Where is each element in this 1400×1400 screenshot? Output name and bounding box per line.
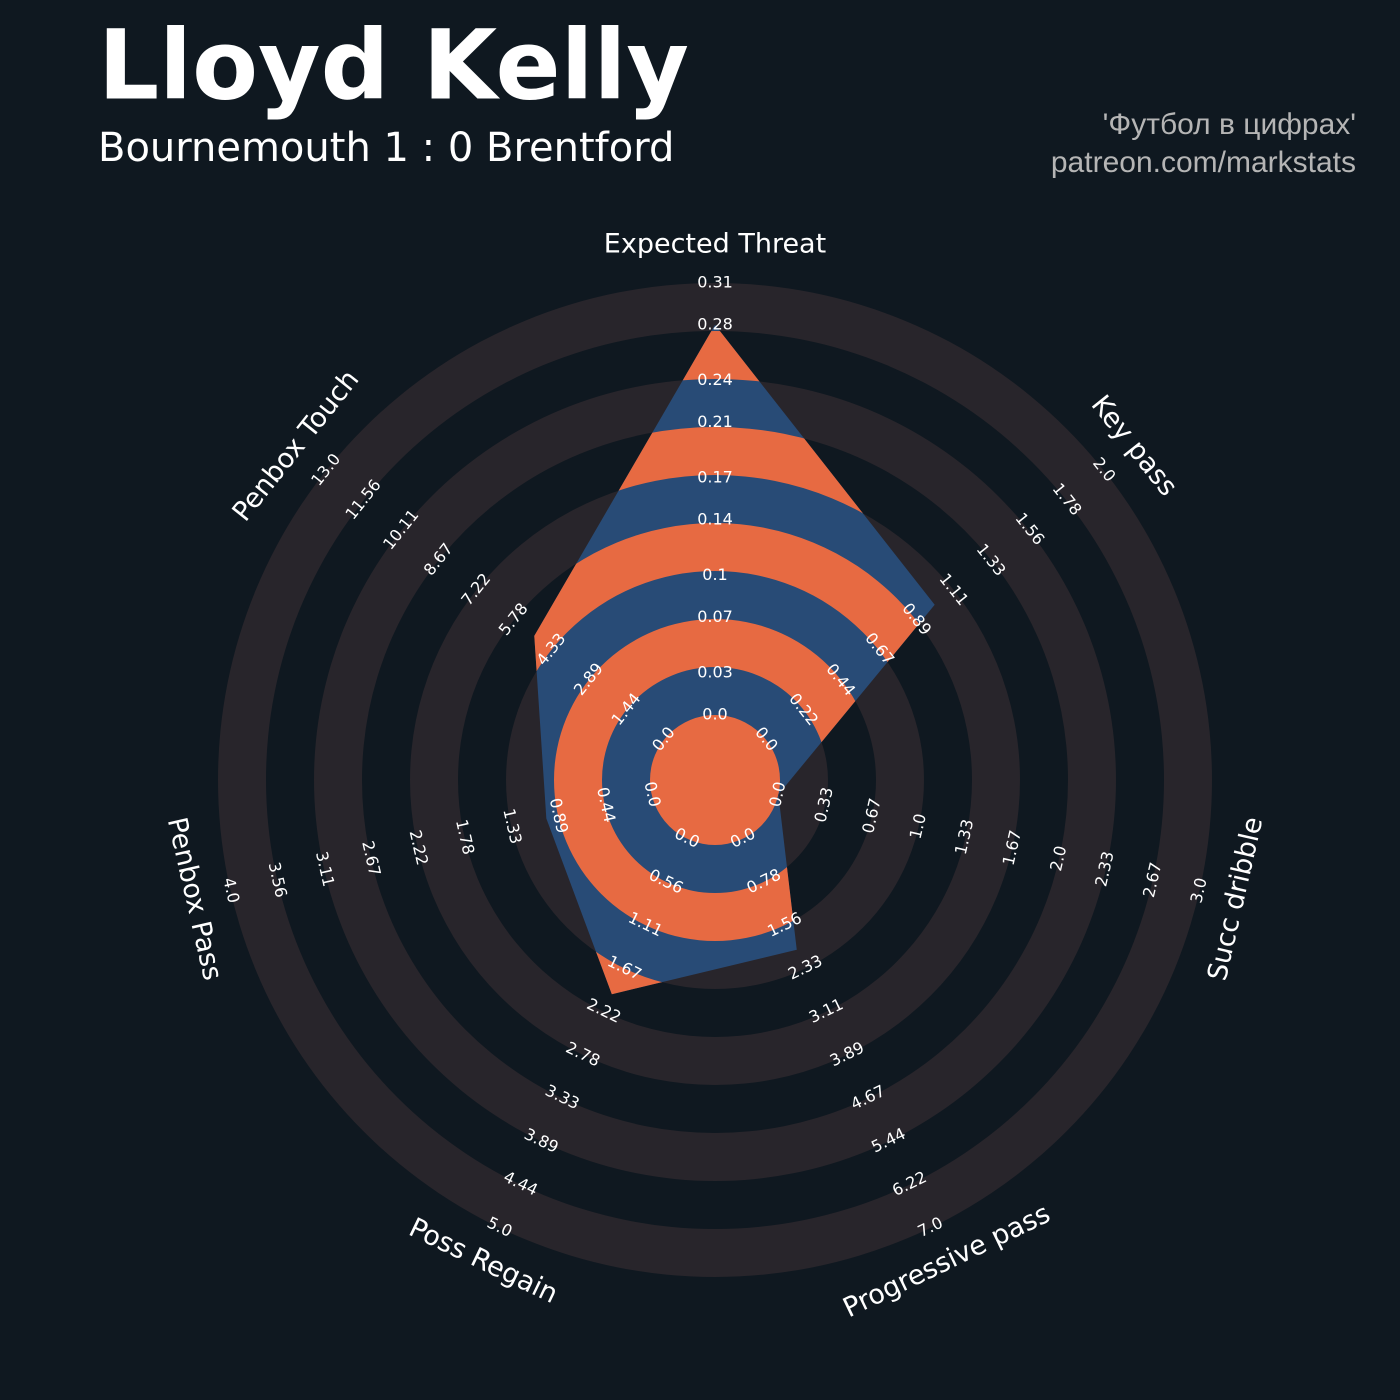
tick-label: 0.17 xyxy=(697,468,733,487)
tick-label: 0.31 xyxy=(697,273,733,292)
credit: 'Футбол в цифрах' xyxy=(1103,108,1356,141)
tick-label: 0.21 xyxy=(697,412,733,431)
tick-label: 0.07 xyxy=(697,607,733,626)
tick-label: 0.28 xyxy=(697,314,733,333)
radar-ring xyxy=(650,715,780,845)
param-label: Expected Threat xyxy=(604,229,826,260)
tick-label: 0.03 xyxy=(697,663,733,682)
credit: patreon.com/markstats xyxy=(1051,146,1356,179)
tick-label: 0.24 xyxy=(697,370,733,389)
tick-label: 0.14 xyxy=(697,509,733,528)
subtitle: Bournemouth 1 : 0 Brentford xyxy=(98,125,674,171)
tick-label: 0.1 xyxy=(702,565,727,584)
chart-title: Lloyd Kelly xyxy=(98,9,689,121)
tick-label: 0.0 xyxy=(702,705,727,724)
